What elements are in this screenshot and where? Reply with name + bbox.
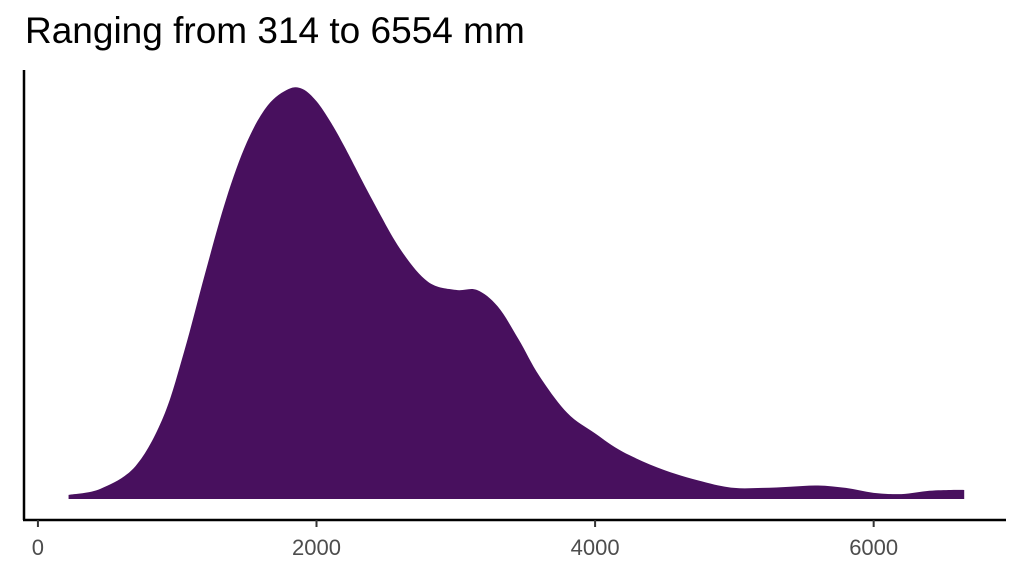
density-area-series-0 (68, 87, 965, 499)
x-tick-label: 6000 (849, 535, 898, 560)
x-tick-label: 2000 (292, 535, 341, 560)
x-tick-label: 4000 (571, 535, 620, 560)
chart-title: Ranging from 314 to 6554 mm (25, 10, 525, 51)
x-axis-ticks: 0 2000 4000 6000 (32, 520, 898, 560)
x-tick-label: 0 (32, 535, 44, 560)
plot-area (68, 87, 965, 499)
